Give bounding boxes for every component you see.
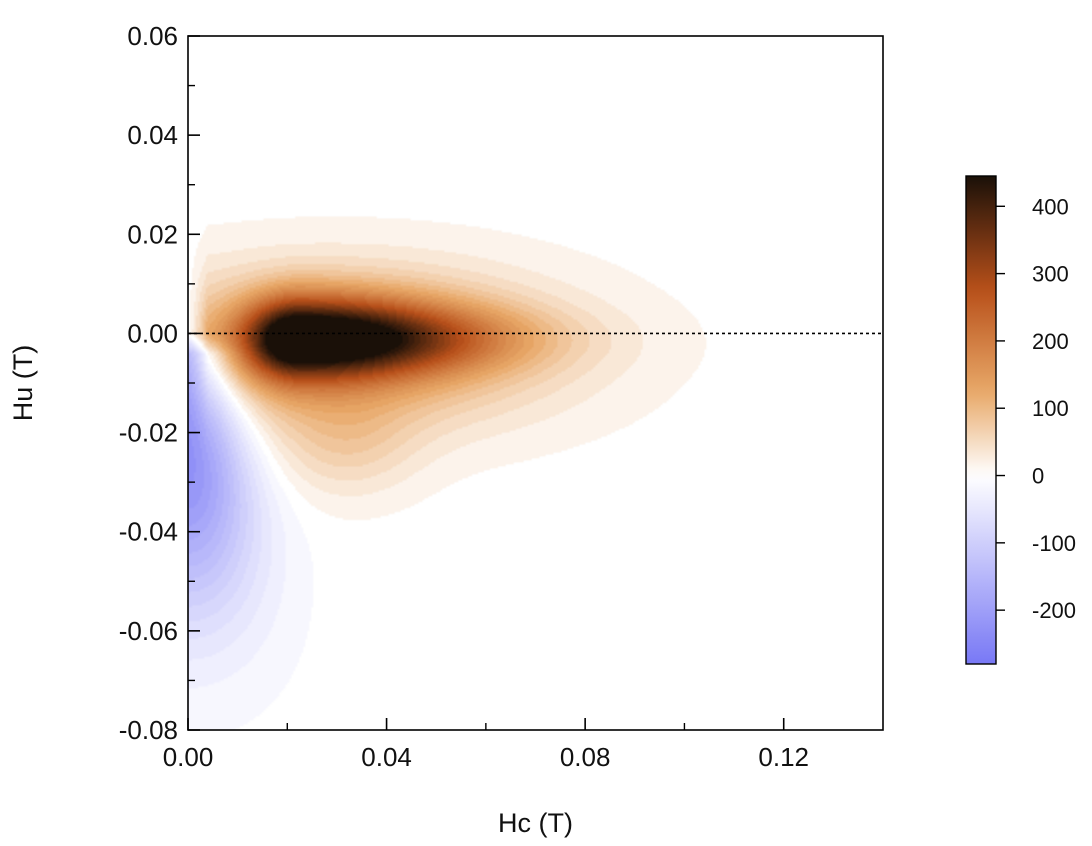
y-tick-label: -0.04 xyxy=(119,517,178,547)
y-tick-label: 0.04 xyxy=(127,120,178,150)
y-axis-title: Hu (T) xyxy=(8,345,38,422)
x-tick-label: 0.12 xyxy=(758,742,809,772)
colorbar-gradient xyxy=(965,175,997,665)
y-tick-label: 0.00 xyxy=(127,318,178,348)
x-tick-label: 0.04 xyxy=(361,742,412,772)
colorbar-tick-label: 400 xyxy=(1032,194,1069,219)
colorbar-tick-label: -100 xyxy=(1032,531,1076,556)
x-axis-title: Hc (T) xyxy=(498,808,573,838)
colorbar-tick-label: 200 xyxy=(1032,329,1069,354)
plot-area xyxy=(187,35,884,731)
heatmap-surface xyxy=(188,36,883,730)
y-tick-label: -0.02 xyxy=(119,418,178,448)
x-tick-label: 0.00 xyxy=(163,742,214,772)
colorbar-ticks: 400 300 200 100 0 -100 -200 xyxy=(996,194,1076,623)
colorbar-tick-label: 300 xyxy=(1032,262,1069,287)
y-tick-label: -0.06 xyxy=(119,616,178,646)
y-axis: 0.06 0.04 0.02 0.00 -0.02 -0.04 -0.06 -0.08 xyxy=(119,21,200,745)
y-tick-label: 0.02 xyxy=(127,219,178,249)
colorbar-tick-label: -200 xyxy=(1032,598,1076,623)
colorbar: 400 300 200 100 0 -100 -200 xyxy=(965,175,1076,665)
x-tick-label: 0.08 xyxy=(560,742,611,772)
x-axis: 0.00 0.04 0.08 0.12 xyxy=(163,718,809,772)
y-tick-label: -0.08 xyxy=(119,715,178,745)
colorbar-tick-label: 0 xyxy=(1032,464,1044,489)
colorbar-tick-label: 100 xyxy=(1032,396,1069,421)
y-tick-label: 0.06 xyxy=(127,21,178,51)
